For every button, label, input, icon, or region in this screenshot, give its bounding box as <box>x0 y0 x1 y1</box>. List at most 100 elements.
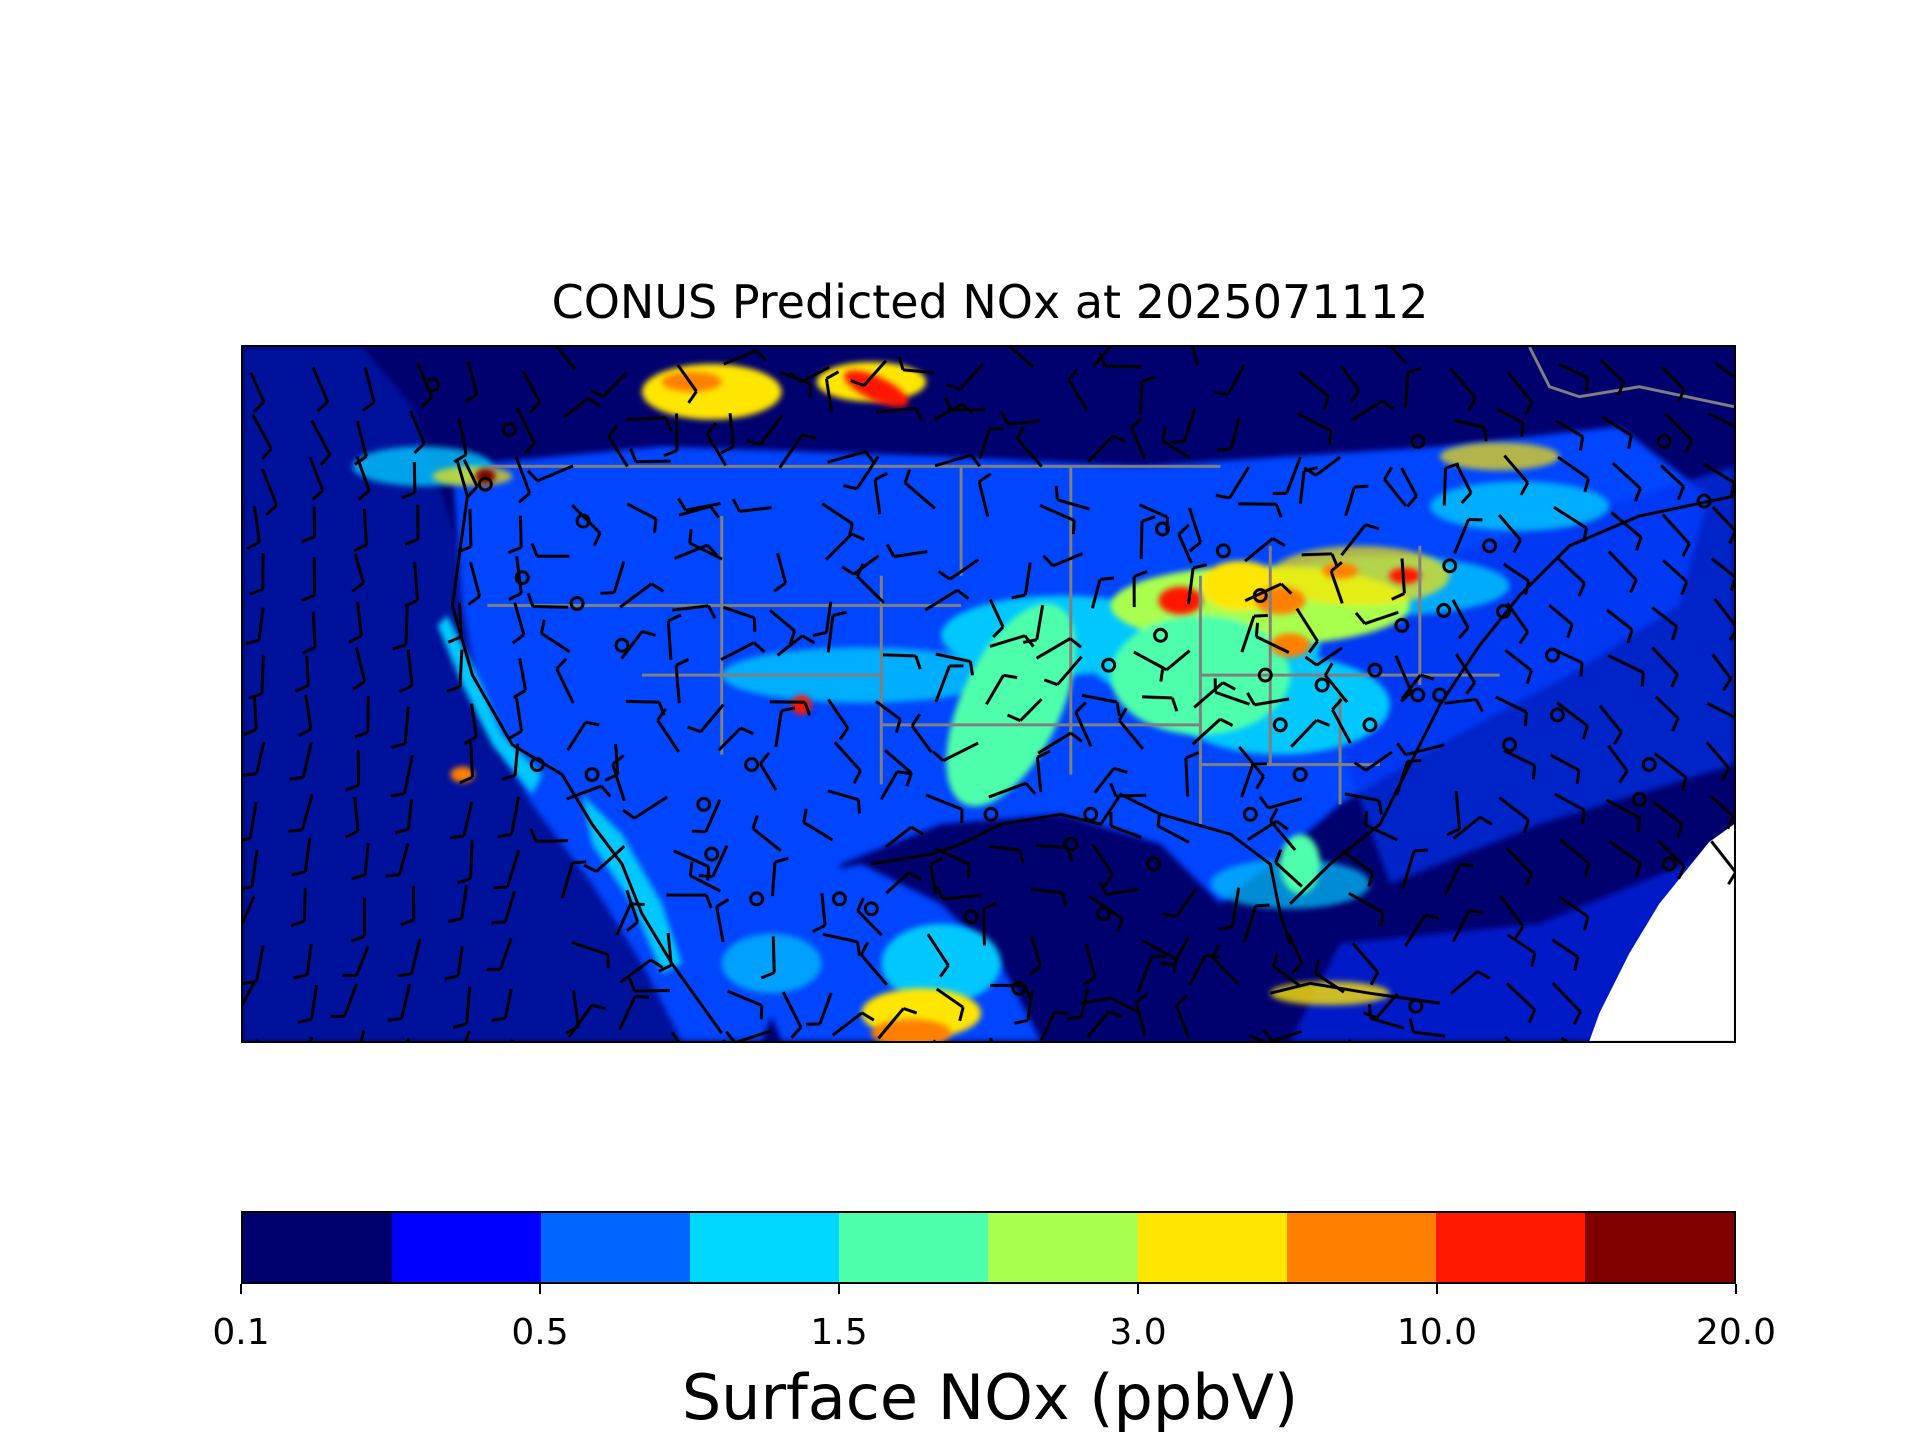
wind-barb <box>449 801 474 840</box>
calm-wind-circle <box>704 846 720 862</box>
wind-barb <box>1353 750 1393 772</box>
wind-barb <box>353 508 368 553</box>
wind-barb <box>398 649 414 694</box>
wind-barb <box>1504 649 1533 685</box>
wind-barb <box>1601 415 1633 450</box>
colorbar-tick-mark <box>240 1284 242 1294</box>
wind-barb <box>925 793 964 824</box>
wind-barb <box>249 372 266 413</box>
colorbar-segment <box>1584 1213 1734 1282</box>
wind-barb <box>935 987 965 1022</box>
wind-barb <box>1098 881 1140 896</box>
wind-barb <box>248 655 265 700</box>
calm-wind-circle <box>1367 662 1383 678</box>
wind-barb <box>1216 417 1241 452</box>
wind-barb <box>310 419 332 467</box>
wind-barb <box>508 556 523 602</box>
out-of-domain-area <box>1589 824 1734 1041</box>
wind-barb <box>1340 523 1380 557</box>
wind-barb <box>571 504 602 547</box>
wind-barb <box>619 582 665 609</box>
wind-barb <box>674 657 690 704</box>
colorbar-tick-mark <box>1137 1284 1139 1294</box>
wind-barb <box>935 885 982 901</box>
wind-barb <box>1170 407 1197 444</box>
wind-barb <box>1557 455 1590 493</box>
wind-barb <box>1134 992 1149 1036</box>
wind-barb <box>727 989 764 1020</box>
wind-barb <box>1702 462 1734 497</box>
wind-barb <box>1652 800 1684 838</box>
wind-barb <box>1504 1035 1511 1041</box>
calm-wind-circle <box>1432 687 1448 703</box>
wind-barb <box>539 619 571 654</box>
calm-wind-circle <box>1292 767 1308 782</box>
wind-barb <box>672 604 717 619</box>
wind-barb <box>1015 425 1043 468</box>
wind-barb <box>298 694 313 738</box>
wind-barb <box>1454 653 1476 695</box>
colorbar-tick-label: 10.0 <box>1396 1312 1478 1353</box>
colorbar-tick-label: 0.1 <box>212 1312 270 1353</box>
wind-barb <box>1555 701 1589 740</box>
wind-barb <box>1383 466 1407 507</box>
calm-wind-circle <box>569 596 585 611</box>
wind-barb <box>529 827 569 843</box>
calm-wind-circle <box>1545 647 1560 663</box>
wind-barb <box>1662 559 1689 596</box>
wind-barb <box>1287 933 1304 975</box>
wind-barb <box>843 455 880 491</box>
wind-barb <box>802 808 834 842</box>
wind-barb <box>626 416 673 432</box>
wind-barb <box>1006 698 1043 723</box>
wind-barb <box>387 983 412 1022</box>
wind-barb <box>855 563 885 604</box>
wind-barb <box>611 754 626 802</box>
wind-barb <box>944 396 987 412</box>
wind-barb <box>342 945 370 978</box>
wind-barb <box>935 652 974 676</box>
wind-barb <box>493 849 521 890</box>
wind-barb <box>1443 862 1475 896</box>
wind-barb <box>1400 673 1435 700</box>
calm-wind-circle <box>1656 433 1672 449</box>
wind-barb <box>501 743 520 781</box>
wind-barb <box>330 983 359 1018</box>
wind-barb <box>345 750 361 792</box>
wind-barb <box>1091 843 1114 887</box>
wind-barb <box>1607 744 1629 784</box>
wind-barb <box>1130 416 1147 460</box>
wind-barb <box>344 796 360 839</box>
wind-barb <box>827 789 861 814</box>
wind-barb <box>456 839 474 885</box>
wind-barb <box>873 471 889 515</box>
wind-barb <box>301 611 317 655</box>
wind-barb <box>1660 464 1686 501</box>
colorbar-segment <box>541 1213 691 1282</box>
wind-barb <box>1498 796 1530 834</box>
wind-barb <box>1117 707 1144 750</box>
colorbar-segment <box>1286 1213 1436 1282</box>
calm-wind-circle <box>744 757 760 773</box>
wind-barb <box>934 453 981 468</box>
wind-barb <box>1030 887 1068 907</box>
wind-barb <box>622 795 669 820</box>
wind-barb <box>1394 654 1413 703</box>
wind-barb <box>290 887 307 928</box>
wind-barb <box>571 941 610 969</box>
wind-barb <box>615 902 645 936</box>
wind-barb <box>1495 695 1529 727</box>
wind-barb <box>1254 622 1290 654</box>
wind-barb <box>1081 693 1121 717</box>
wind-barb <box>600 561 626 595</box>
wind-barb <box>670 1031 681 1041</box>
calm-wind-circle <box>1272 717 1288 733</box>
wind-barb <box>1348 892 1385 927</box>
wind-barb <box>769 700 812 716</box>
colorbar-segment <box>1435 1213 1585 1282</box>
wind-barb <box>822 932 861 956</box>
wind-barb <box>1313 959 1345 994</box>
wind-barb <box>1329 561 1344 604</box>
wind-barb <box>390 754 414 798</box>
wind-barb <box>720 641 766 661</box>
